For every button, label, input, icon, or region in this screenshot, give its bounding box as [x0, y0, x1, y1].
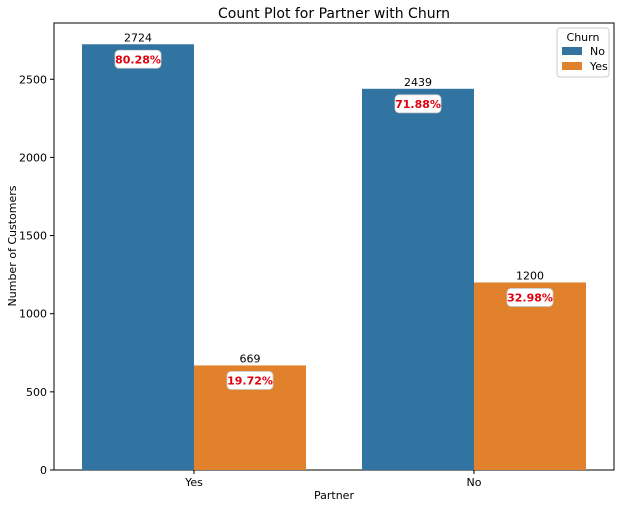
percent-label-box — [394, 94, 442, 114]
y-axis-label: Number of Customers — [6, 185, 19, 306]
y-tick-label: 1000 — [19, 308, 47, 321]
bar-count-label: 1200 — [516, 269, 544, 282]
plot-area — [53, 22, 615, 471]
percent-label-box — [226, 371, 274, 390]
percent-label: 80.28% — [115, 53, 161, 66]
bar-count-label: 2439 — [404, 76, 432, 89]
percent-label: 19.72% — [227, 374, 273, 387]
percent-label-box — [506, 288, 554, 307]
legend-entry: Yes — [589, 60, 608, 73]
legend-swatch — [562, 62, 582, 70]
chart-title: Count Plot for Partner with Churn — [218, 6, 450, 22]
percent-label: 32.98% — [507, 291, 553, 304]
percent-label: 71.88% — [395, 98, 441, 111]
bar-labels-group: 2724 80.28% 669 19.72% 2439 71.88% 1200 32.98% — [114, 31, 554, 390]
bar-count-label: 669 — [240, 352, 261, 365]
x-axis-label: Partner — [314, 489, 354, 502]
bars-group — [82, 44, 586, 470]
y-tick-label: 500 — [26, 386, 47, 399]
x-tick-label: Yes — [184, 476, 203, 489]
y-tick-label: 2500 — [19, 73, 47, 86]
bar — [474, 282, 586, 470]
x-tick-label: No — [467, 476, 482, 489]
y-tick-label: 2000 — [19, 151, 47, 164]
bar-count-label: 2724 — [124, 31, 152, 44]
y-tick-label: 1500 — [19, 230, 47, 243]
legend-title: Churn — [567, 31, 600, 44]
legend-entry: No — [590, 45, 605, 58]
bar — [362, 88, 474, 470]
y-tick-label: 0 — [40, 464, 47, 477]
legend-swatch — [562, 47, 582, 55]
y-axis: 0 500 1000 1500 2000 2500 — [19, 73, 54, 477]
x-axis: Yes No — [184, 470, 482, 489]
bar — [82, 44, 194, 470]
percent-label-box — [114, 49, 162, 69]
